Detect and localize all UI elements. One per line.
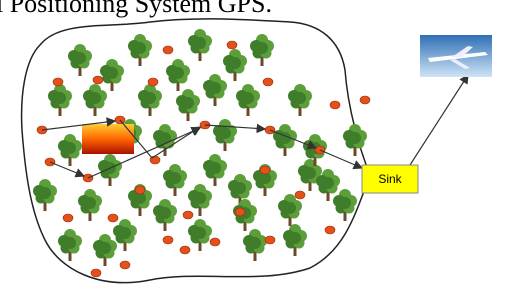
tree-leaves bbox=[64, 142, 76, 154]
tree bbox=[203, 154, 227, 186]
tree-leaves bbox=[284, 202, 296, 214]
tree bbox=[283, 224, 307, 256]
airplane bbox=[420, 35, 492, 77]
tree-leaves bbox=[169, 172, 181, 184]
tree bbox=[166, 59, 190, 91]
tree-leaves bbox=[134, 42, 146, 54]
tree bbox=[343, 124, 367, 156]
sensor-node bbox=[180, 246, 190, 254]
tree-leaves bbox=[39, 187, 51, 199]
tree bbox=[58, 229, 82, 261]
route-arrow bbox=[50, 162, 84, 176]
tree-leaves bbox=[256, 42, 268, 54]
sensor-node bbox=[148, 78, 158, 86]
tree bbox=[138, 84, 162, 116]
tree-leaves bbox=[84, 197, 96, 209]
tree bbox=[298, 159, 322, 191]
tree bbox=[203, 74, 227, 106]
tree bbox=[236, 84, 260, 116]
tree-leaves bbox=[249, 237, 261, 249]
tree-leaves bbox=[349, 132, 361, 144]
sensor-node bbox=[93, 76, 103, 84]
tree-leaves bbox=[159, 207, 171, 219]
tree bbox=[68, 44, 92, 76]
tree-leaves bbox=[74, 52, 86, 64]
tree bbox=[153, 199, 177, 231]
tree-leaves bbox=[229, 57, 241, 69]
tree bbox=[78, 189, 102, 221]
fire bbox=[82, 124, 134, 154]
sensor-node bbox=[295, 191, 305, 199]
sensor-node bbox=[53, 78, 63, 86]
sensor-node bbox=[210, 238, 220, 246]
sensor-node bbox=[260, 166, 270, 174]
network-diagram: l Positioning System GPS. Sink bbox=[0, 0, 517, 291]
tree bbox=[188, 29, 212, 61]
tree bbox=[250, 34, 274, 66]
sensor-node bbox=[91, 269, 101, 277]
tree bbox=[83, 84, 107, 116]
uplink-arrow bbox=[410, 75, 468, 165]
sensor-node bbox=[360, 96, 370, 104]
tree bbox=[188, 184, 212, 216]
tree bbox=[128, 34, 152, 66]
tree bbox=[288, 84, 312, 116]
tree-leaves bbox=[194, 227, 206, 239]
sensor-node bbox=[227, 41, 237, 49]
tree-leaves bbox=[322, 177, 334, 189]
tree bbox=[273, 124, 297, 156]
sensor-node bbox=[263, 78, 273, 86]
tree-leaves bbox=[234, 182, 246, 194]
tree-leaves bbox=[294, 92, 306, 104]
tree-leaves bbox=[289, 232, 301, 244]
sensor-node bbox=[235, 208, 245, 216]
sensor-node bbox=[63, 214, 73, 222]
sensor-node bbox=[183, 211, 193, 219]
sensor-node bbox=[325, 226, 335, 234]
tree bbox=[243, 229, 267, 261]
tree-leaves bbox=[194, 37, 206, 49]
header-text: l Positioning System GPS. bbox=[0, 0, 272, 18]
tree bbox=[176, 89, 200, 121]
tree-leaves bbox=[64, 237, 76, 249]
sensor-node bbox=[163, 46, 173, 54]
diagram: l Positioning System GPS. Sink bbox=[0, 0, 517, 291]
tree bbox=[48, 84, 72, 116]
tree-leaves bbox=[89, 92, 101, 104]
tree-leaves bbox=[304, 167, 316, 179]
sensor-node bbox=[163, 236, 173, 244]
tree bbox=[58, 134, 82, 166]
tree bbox=[93, 234, 117, 266]
sensor-node bbox=[330, 101, 340, 109]
tree-leaves bbox=[172, 67, 184, 79]
sensor-node bbox=[135, 186, 145, 194]
tree bbox=[213, 119, 237, 151]
tree-leaves bbox=[182, 97, 194, 109]
tree-leaves bbox=[242, 92, 254, 104]
tree-leaves bbox=[209, 162, 221, 174]
sensor-node bbox=[120, 261, 130, 269]
tree-leaves bbox=[106, 67, 118, 79]
tree bbox=[100, 59, 124, 91]
tree bbox=[188, 219, 212, 251]
tree bbox=[98, 154, 122, 186]
tree-leaves bbox=[194, 192, 206, 204]
tree-leaves bbox=[54, 92, 66, 104]
tree-leaves bbox=[339, 197, 351, 209]
tree bbox=[33, 179, 57, 211]
tree-leaves bbox=[119, 227, 131, 239]
tree-leaves bbox=[209, 82, 221, 94]
tree-leaves bbox=[144, 92, 156, 104]
tree bbox=[163, 164, 187, 196]
sensor-node bbox=[108, 214, 118, 222]
tree-leaves bbox=[219, 127, 231, 139]
sensor-node bbox=[265, 236, 275, 244]
tree-leaves bbox=[99, 242, 111, 254]
tree bbox=[223, 49, 247, 81]
sink-label: Sink bbox=[378, 172, 402, 186]
